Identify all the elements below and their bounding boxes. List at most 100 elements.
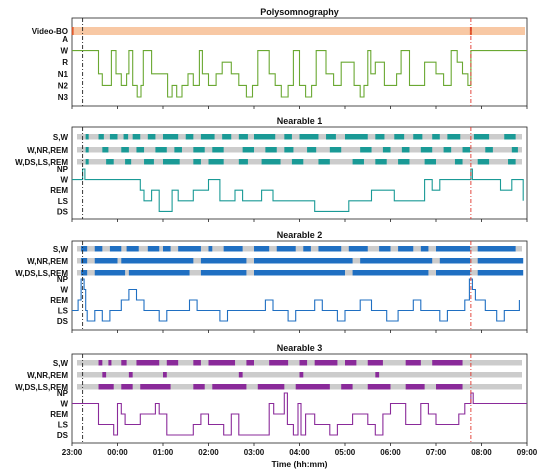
x-tick-label: 09:00 bbox=[517, 448, 538, 457]
level-label: R bbox=[62, 58, 68, 67]
band-segment bbox=[375, 159, 387, 165]
band-segment bbox=[85, 147, 89, 153]
level-label: N1 bbox=[58, 70, 69, 79]
band-segment bbox=[163, 372, 167, 378]
band-background bbox=[77, 246, 522, 252]
plot-frame bbox=[71, 240, 528, 331]
band-segment bbox=[352, 159, 364, 165]
band-segment bbox=[367, 384, 391, 390]
level-label: REM bbox=[50, 186, 68, 195]
band-segment bbox=[318, 246, 342, 252]
band-label: W,DS,LS,REM bbox=[15, 269, 68, 278]
band-label: S,W bbox=[53, 133, 69, 142]
band-label: W,DS,LS,REM bbox=[15, 158, 68, 167]
panel-title: Nearable 2 bbox=[277, 230, 323, 240]
band-segment bbox=[108, 360, 112, 366]
band-segment bbox=[447, 134, 461, 140]
video-marker bbox=[71, 27, 74, 35]
band-segment bbox=[81, 258, 88, 264]
band-segment bbox=[299, 134, 319, 140]
band-segment bbox=[424, 159, 436, 165]
level-label: N3 bbox=[58, 93, 69, 102]
x-tick-label: 02:00 bbox=[198, 448, 219, 457]
band-segment bbox=[436, 270, 471, 276]
band-background bbox=[77, 147, 522, 153]
band-segment bbox=[257, 384, 285, 390]
level-label: NP bbox=[57, 165, 69, 174]
band-segment bbox=[379, 246, 391, 252]
x-tick-label: 08:00 bbox=[471, 448, 492, 457]
band-segment bbox=[222, 134, 232, 140]
band-segment bbox=[432, 134, 440, 140]
level-label: W bbox=[60, 286, 68, 295]
band-segment bbox=[128, 270, 190, 276]
band-segment bbox=[163, 159, 180, 165]
band-label: W,NR,REM bbox=[27, 371, 68, 380]
band-segment bbox=[136, 147, 145, 153]
band-segment bbox=[102, 372, 107, 378]
band-segment bbox=[254, 270, 345, 276]
band-segment bbox=[102, 147, 109, 153]
band-label: S,W bbox=[53, 359, 69, 368]
band-segment bbox=[345, 360, 357, 366]
x-tick-label: 00:00 bbox=[107, 448, 128, 457]
level-label: REM bbox=[50, 410, 68, 419]
hypnogram-line bbox=[72, 168, 524, 212]
band-segment bbox=[109, 134, 118, 140]
level-label: N2 bbox=[58, 81, 69, 90]
band-segment bbox=[81, 246, 88, 252]
panel-title: Nearable 3 bbox=[277, 343, 323, 353]
band-segment bbox=[291, 159, 304, 165]
band-segment bbox=[477, 246, 516, 252]
band-label: W,NR,REM bbox=[27, 146, 68, 155]
band-segment bbox=[98, 134, 104, 140]
band-segment bbox=[132, 134, 141, 140]
band-segment bbox=[246, 360, 254, 366]
band-segment bbox=[477, 258, 524, 264]
level-label: A bbox=[62, 35, 68, 44]
band-segment bbox=[360, 258, 433, 264]
x-tick-label: 03:00 bbox=[244, 448, 265, 457]
band-segment bbox=[401, 147, 410, 153]
x-tick-label: 05:00 bbox=[335, 448, 356, 457]
band-segment bbox=[473, 134, 490, 140]
band-segment bbox=[261, 159, 281, 165]
panel-title: Polysomnography bbox=[260, 7, 339, 17]
band-segment bbox=[163, 246, 171, 252]
x-tick-label: 23:00 bbox=[62, 448, 83, 457]
hypnogram-line bbox=[72, 392, 527, 436]
band-segment bbox=[454, 159, 463, 165]
band-segment bbox=[269, 360, 289, 366]
band-segment bbox=[208, 360, 236, 366]
band-segment bbox=[345, 134, 368, 140]
level-label: DS bbox=[57, 207, 69, 216]
band-segment bbox=[341, 384, 353, 390]
band-segment bbox=[193, 360, 201, 366]
band-segment bbox=[398, 246, 414, 252]
band-segment bbox=[94, 258, 118, 264]
band-segment bbox=[265, 147, 277, 153]
band-segment bbox=[405, 384, 425, 390]
band-segment bbox=[121, 258, 194, 264]
band-segment bbox=[413, 134, 423, 140]
band-segment bbox=[106, 159, 114, 165]
band-segment bbox=[94, 246, 103, 252]
band-segment bbox=[193, 384, 205, 390]
band-segment bbox=[147, 134, 156, 140]
band-segment bbox=[193, 147, 205, 153]
level-label: W bbox=[60, 400, 68, 409]
band-segment bbox=[508, 159, 516, 165]
band-segment bbox=[299, 372, 304, 378]
band-segment bbox=[147, 246, 160, 252]
band-segment bbox=[477, 270, 524, 276]
band-segment bbox=[163, 134, 179, 140]
band-segment bbox=[178, 246, 201, 252]
band-segment bbox=[485, 147, 493, 153]
band-segment bbox=[477, 159, 490, 165]
band-segment bbox=[109, 246, 122, 252]
band-segment bbox=[318, 159, 330, 165]
band-segment bbox=[238, 159, 248, 165]
